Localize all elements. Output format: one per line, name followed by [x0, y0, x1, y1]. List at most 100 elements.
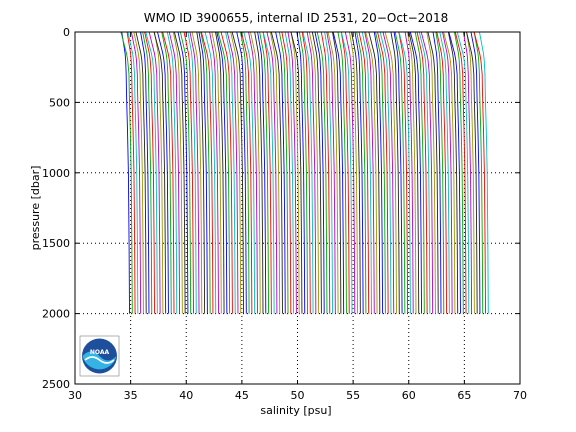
profile-line — [470, 31, 481, 314]
profile-line — [308, 31, 320, 314]
profile-line — [368, 31, 381, 314]
x-tick-label: 50 — [291, 389, 305, 402]
profile-line — [447, 31, 459, 314]
profile-line — [365, 31, 378, 314]
profile-line — [296, 31, 306, 314]
profile-line — [240, 31, 250, 314]
profile-line — [230, 31, 242, 314]
profile-line — [240, 31, 253, 314]
profile-line — [426, 31, 436, 314]
profile-line — [179, 31, 192, 314]
profile-line — [173, 31, 186, 314]
profile-line — [443, 31, 456, 314]
x-tick-label: 40 — [179, 389, 193, 402]
profile-line — [204, 31, 217, 314]
profile-line — [248, 31, 258, 314]
profile-line — [162, 31, 175, 314]
x-axis-label: salinity [psu] — [260, 404, 331, 417]
profile-line — [420, 31, 434, 314]
profile-line — [340, 31, 350, 314]
profile-line — [466, 31, 478, 314]
profile-line — [287, 31, 297, 314]
profile-line — [189, 31, 200, 314]
profile-line — [456, 31, 470, 314]
profile-line — [473, 31, 484, 314]
profile-line — [337, 31, 347, 314]
y-tick-label: 1500 — [42, 237, 70, 250]
profile-line — [266, 31, 278, 314]
profile-line — [200, 31, 214, 314]
profile-line — [479, 31, 489, 314]
profile-line — [250, 31, 261, 314]
profile-line — [408, 31, 420, 314]
profile-line — [259, 31, 270, 314]
profile-line — [281, 31, 292, 314]
profile-line — [254, 31, 264, 314]
profile-line — [414, 31, 425, 314]
profile-line — [177, 31, 189, 314]
x-tick-label: 55 — [346, 389, 360, 402]
profile-line — [311, 31, 322, 314]
profile-line — [198, 31, 208, 314]
x-tick-label: 35 — [124, 389, 138, 402]
profile-line — [161, 31, 172, 314]
profile-line — [332, 31, 342, 314]
profile-line — [448, 31, 461, 314]
profile-line — [120, 31, 133, 314]
profile-line — [348, 31, 359, 314]
profile-line — [320, 31, 331, 314]
profile-line — [243, 31, 256, 314]
profile-line — [215, 31, 225, 314]
profile-line — [301, 31, 311, 314]
profile-line — [209, 31, 219, 314]
profile-line — [144, 31, 155, 314]
profile-line — [436, 31, 448, 314]
plot-axes: 30 35 40 45 50 55 60 65 70 0 500 1000 1500 2000 2500 — [42, 26, 527, 402]
profile-line — [284, 31, 295, 314]
grid-lines — [75, 32, 520, 384]
profile-line — [166, 31, 178, 314]
profile-line — [462, 31, 473, 314]
profile-line — [442, 31, 453, 314]
profile-line — [153, 31, 164, 314]
profile-line — [142, 31, 153, 314]
profile-line — [211, 31, 222, 314]
profile-line — [148, 31, 161, 314]
y-tick-label: 2500 — [42, 378, 70, 391]
profile-line — [262, 31, 275, 314]
profile-line — [377, 31, 389, 314]
profile-line — [416, 31, 428, 314]
profile-line — [314, 31, 325, 314]
profile-line — [356, 31, 367, 314]
profile-line — [409, 31, 422, 314]
noaa-logo-text: NOAA — [90, 349, 110, 356]
profile-line — [398, 31, 409, 314]
profile-line — [332, 31, 345, 314]
axis-ticks: 30 35 40 45 50 55 60 65 70 0 500 1000 1500 2000 2500 — [42, 26, 527, 402]
profile-line — [473, 31, 486, 314]
profile-line — [382, 31, 395, 314]
profile-line — [200, 31, 211, 314]
profile-line — [326, 31, 336, 314]
profile-line — [236, 31, 247, 314]
profile-line — [344, 31, 356, 314]
profile-line — [270, 31, 283, 314]
profile-line — [168, 31, 181, 314]
profile-line — [135, 31, 147, 314]
profile-line — [384, 31, 397, 314]
profile-line — [358, 31, 370, 314]
profile-line — [316, 31, 328, 314]
profile-line — [373, 31, 384, 314]
profile-line — [432, 31, 442, 314]
profile-line — [435, 31, 445, 314]
profile-line — [231, 31, 244, 314]
chart-title: WMO ID 3900655, internal ID 2531, 20−Oct… — [144, 11, 448, 25]
profile-line — [394, 31, 406, 314]
profile-line — [145, 31, 158, 314]
y-axis-label: pressure [dbar] — [29, 166, 42, 251]
profile-line — [130, 31, 142, 314]
profile-line — [196, 31, 206, 314]
profile-line — [439, 31, 450, 314]
profile-line — [327, 31, 339, 314]
profile-line — [187, 31, 197, 314]
